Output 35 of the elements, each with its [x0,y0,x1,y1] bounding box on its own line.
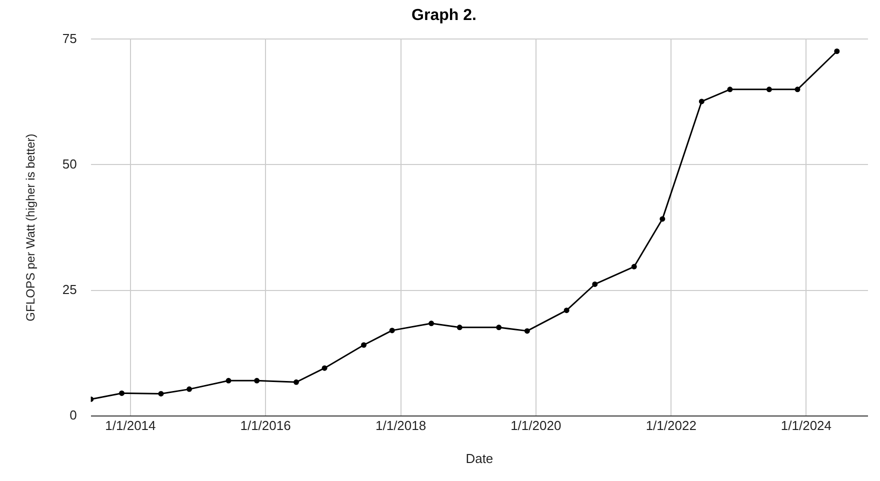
y-tick-label: 50 [62,156,77,172]
point [293,379,299,385]
point [834,48,840,54]
point [496,324,502,330]
point [428,320,434,326]
point [322,365,328,371]
x-tick-label: 1/1/2018 [375,418,426,434]
point [698,98,704,104]
point [727,86,733,92]
point [389,328,395,334]
x-axis-title: Date [466,450,494,466]
point [592,281,598,287]
point [361,342,367,348]
point [794,86,800,92]
point [119,390,125,396]
point [660,216,666,222]
y-tick-label: 25 [62,282,77,297]
point [564,308,570,314]
chart-title: Graph 2. [412,7,476,24]
point [158,390,164,396]
x-tick-label: 1/1/2024 [780,418,832,434]
point [524,328,530,334]
x-tick-label: 1/1/2016 [240,418,291,434]
x-tick-label: 1/1/2022 [646,418,696,434]
point [254,378,260,384]
point [226,378,232,384]
point [631,264,637,270]
y-tick-label: 75 [62,30,77,46]
point [456,324,462,330]
y-axis-title: GFLOPS per Watt (higher is better) [24,134,38,322]
y-tick-label: 0 [70,407,77,422]
point [766,86,772,92]
x-tick-label: 1/1/2014 [105,418,156,434]
point [186,386,192,392]
x-tick-label: 1/1/2020 [510,418,562,434]
